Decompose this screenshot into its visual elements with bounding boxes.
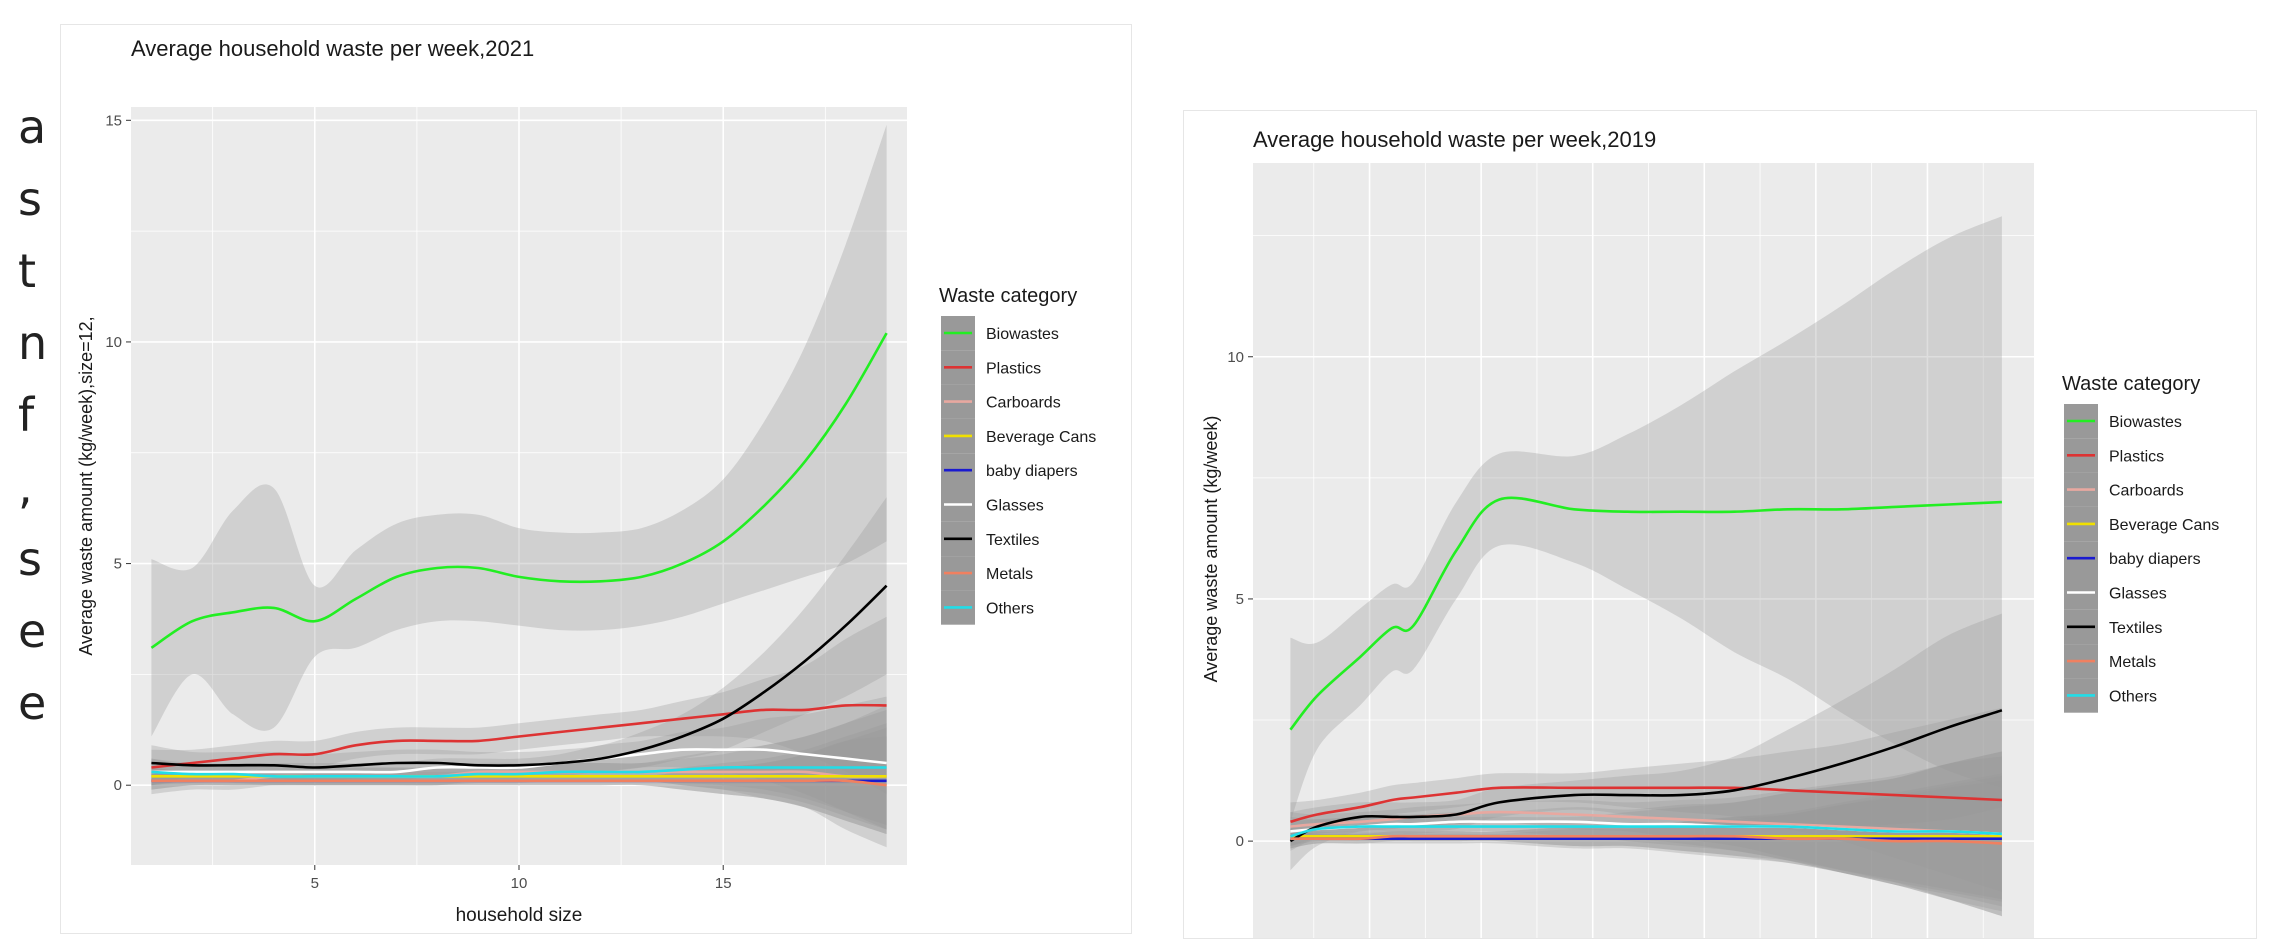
chart-title: Average household waste per week,2019 [1253,127,1656,152]
legend-label: Metals [986,566,1033,583]
legend-label: Plastics [2109,448,2164,465]
chart-2019-frame: 0 5 10 Average household waste per week,20… [1183,110,2257,939]
confidence-band [151,124,887,737]
confidence-band [151,696,887,830]
confidence-band [1290,707,2002,892]
chart-title: Average household waste per week,2021 [131,36,534,61]
slide-text-fragment: t [18,244,37,298]
legend-label: Textiles [2109,620,2162,637]
chart-2021: 0 5 10 15 5 10 15 Average household waste per … [76,36,1096,926]
series-line [151,766,887,778]
slide-text-fragment: e [18,676,47,730]
legend-label: Beverage Cans [2109,517,2219,534]
y-tick-label: 10 [1227,349,1244,366]
legend-label: Biowastes [2109,414,2182,431]
slide-text-fragment: a [18,100,47,154]
x-tick-label: 15 [715,875,732,892]
confidence-band [1290,613,2002,871]
slide-text-fragment: e [18,604,47,658]
series-line [1290,810,2002,836]
x-tick-label: 10 [511,875,528,892]
confidence-band [151,736,887,834]
chart-2021-frame: 0 5 10 15 5 10 15 Average household waste per … [60,24,1132,934]
series-line [151,584,888,769]
legend-label: Biowastes [986,326,1059,343]
x-tick-label: 5 [311,875,319,892]
x-axis-label: household size [456,905,583,926]
y-axis-label: Average waste amount (kg/week) [1201,416,1221,683]
y-tick-label: 0 [1236,833,1244,850]
chart-2019: 0 5 10 Average household waste per week,20… [1201,127,2219,938]
slide-text-fragment: , [18,460,33,514]
legend-label: Beverage Cans [986,429,1096,446]
series-line [1290,786,2002,824]
series-line [1290,834,2002,845]
legend-label: Textiles [986,532,1039,549]
legend: Waste category Biowastes Plastics Carboards… [2062,373,2219,713]
confidence-band [1290,216,2002,822]
y-tick-label: 0 [114,777,122,794]
confidence-band [1290,756,2002,912]
y-tick-label: 5 [1236,591,1244,608]
series-line [151,703,887,769]
confidence-band [1290,780,2002,907]
y-tick-label: 15 [105,112,122,129]
legend-label: baby diapers [986,463,1078,480]
legend-title: Waste category [939,285,1077,307]
legend: Waste category Biowastes Plastics Carboards… [939,285,1096,625]
series-line [151,779,887,787]
legend-label: Carboards [986,395,1061,412]
legend-label: Plastics [986,360,1041,377]
plot-panel [1253,163,2034,938]
legend-label: Carboards [2109,483,2184,500]
series-line [1289,496,2002,731]
series-line [151,748,887,774]
confidence-band [151,497,887,781]
legend-label: Glasses [986,498,1044,515]
slide-body-text-fragment: a s t n f , s e e [0,0,55,937]
series-line [1290,825,2002,838]
y-axis-label: Average waste amount (kg/week),size=12, [76,316,96,655]
series-line [1289,709,2003,843]
y-tick-label: 10 [105,334,122,351]
slide-text-fragment: s [18,532,42,586]
slide-text-fragment: f [18,388,35,442]
legend-label: Glasses [2109,586,2167,603]
slide-text-fragment: n [18,316,48,370]
legend-label: Others [2109,688,2157,705]
y-tick-label: 5 [114,556,122,573]
legend-label: baby diapers [2109,551,2201,568]
series-line [150,332,888,649]
legend-title: Waste category [2062,373,2200,395]
legend-label: Others [986,600,1034,617]
legend-label: Metals [2109,654,2156,671]
slide-text-fragment: s [18,172,42,226]
